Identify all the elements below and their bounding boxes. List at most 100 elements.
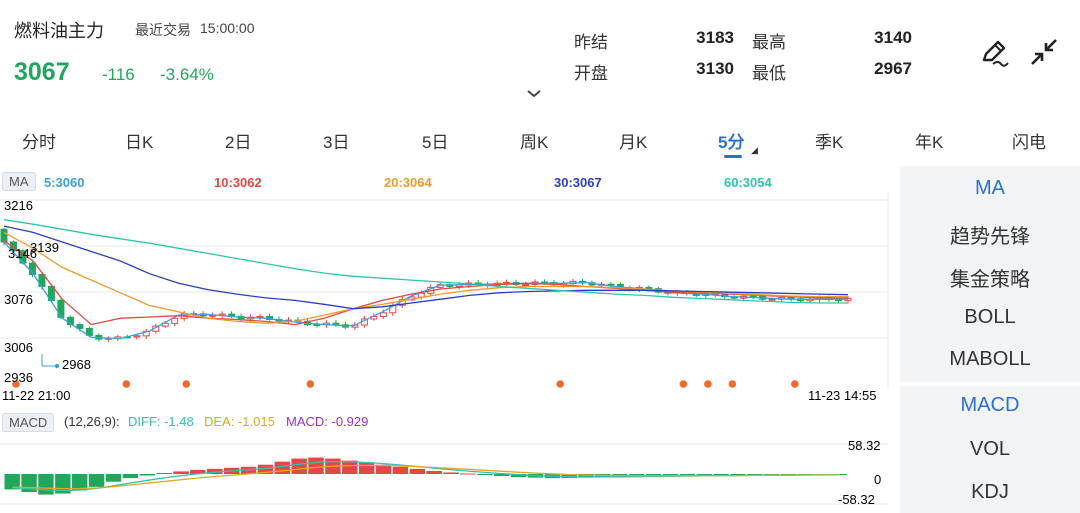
tab-quarterly-k[interactable]: 季K — [815, 133, 844, 152]
tab-2-day[interactable]: 2日 — [225, 133, 252, 152]
high-mark-label: 3139 — [30, 240, 59, 255]
macd-bar — [156, 472, 172, 474]
candle-body — [522, 283, 530, 286]
macd-bar — [713, 474, 729, 476]
macd-bar — [561, 474, 577, 479]
ma-line-60 — [3, 219, 848, 304]
tab-5-day[interactable]: 5日 — [422, 133, 449, 152]
indicator-kdj[interactable]: KDJ — [971, 481, 1009, 503]
candle-body — [47, 285, 55, 301]
macd-bar — [764, 474, 780, 476]
active-tab-indicator — [724, 155, 742, 158]
price-axis-top: 3216 — [4, 198, 33, 213]
ma-line-30 — [3, 225, 849, 310]
macd-bar — [662, 474, 679, 477]
candle-body — [768, 298, 776, 301]
macd-bar — [358, 462, 375, 474]
contract-title: 燃料油主力 — [14, 21, 104, 41]
signal-dots — [12, 380, 799, 388]
macd-bar — [730, 474, 746, 476]
macd-bar — [72, 474, 88, 491]
price-change-percent: -3.64% — [160, 65, 214, 84]
macd-bar — [696, 474, 712, 476]
indicator-boll[interactable]: BOLL — [964, 306, 1016, 328]
macd-bar — [426, 470, 442, 474]
candle-body — [645, 286, 653, 290]
signal-dot — [556, 380, 564, 388]
macd-bar — [207, 468, 223, 474]
price-axis-mid: 3076 — [4, 292, 33, 307]
price-change: -116 — [102, 65, 135, 84]
last-price: 3067 — [14, 58, 70, 86]
macd-value: MACD: -0.929 — [286, 414, 369, 429]
caret-icon[interactable]: ◢ — [751, 145, 758, 155]
signal-dot — [122, 380, 131, 388]
tab-5-min[interactable]: 5分 — [718, 133, 745, 152]
macd-bar — [308, 457, 324, 474]
chevron-down-icon[interactable] — [526, 86, 542, 102]
ma20-value: 20:3064 — [384, 175, 432, 190]
macd-bar — [291, 458, 307, 474]
macd-bar — [392, 466, 409, 474]
signal-dot — [704, 380, 712, 388]
indicator-vol[interactable]: VOL — [969, 438, 1011, 460]
macd-bar — [240, 466, 257, 474]
indicator-ma[interactable]: MA — [975, 177, 1005, 199]
macd-lines — [12, 460, 840, 492]
tab-flash[interactable]: 闪电 — [1012, 133, 1046, 152]
indicator-fund-strategy[interactable]: 集金策略 — [950, 269, 1030, 291]
price-chart[interactable]: 3216 3076 3006 2936 3139 3146 2968 11-22… — [0, 192, 900, 402]
prev-settle-value: 3183 — [696, 28, 734, 47]
open-label: 开盘 — [574, 64, 608, 83]
macd-bar — [190, 469, 206, 474]
low-mark-dot — [54, 363, 60, 369]
tab-yearly-k[interactable]: 年K — [915, 133, 944, 152]
macd-bar — [173, 471, 189, 474]
macd-chart[interactable]: 58.32 0 -58.32 — [0, 436, 900, 513]
macd-bar — [460, 473, 476, 475]
recent-trade-label: 最近交易 — [135, 22, 191, 38]
time-axis-end: 11-23 14:55 — [808, 388, 876, 402]
ma5-value: 5:3060 — [44, 175, 85, 190]
indicator-panel-divider — [900, 382, 1080, 386]
recent-trade-time: 15:00:00 — [200, 20, 255, 36]
candle-body — [607, 283, 615, 286]
macd-dea: DEA: -1.015 — [204, 414, 275, 429]
price-grid — [0, 192, 889, 388]
ma-badge[interactable]: MA — [2, 172, 36, 191]
left-mark-label: 3146 — [8, 246, 37, 261]
macd-bar — [679, 474, 696, 477]
macd-bar — [342, 460, 358, 474]
collapse-icon[interactable] — [1028, 36, 1060, 68]
macd-bar — [747, 474, 763, 476]
macd-bar — [375, 464, 392, 474]
macd-params: (12,26,9): — [64, 414, 120, 429]
macd-axis-bottom: -58.32 — [838, 492, 875, 507]
tab-timeshare[interactable]: 分时 — [22, 133, 56, 152]
macd-dea-line — [12, 464, 840, 490]
tab-weekly-k[interactable]: 周K — [520, 133, 549, 152]
pen-icon[interactable] — [978, 36, 1010, 68]
macd-bar — [494, 474, 510, 477]
macd-badge[interactable]: MACD — [2, 413, 55, 432]
tab-3-day[interactable]: 3日 — [323, 133, 350, 152]
ma30-value: 30:3067 — [554, 175, 602, 190]
tab-daily-k[interactable]: 日K — [125, 133, 154, 152]
candle-body — [133, 335, 141, 338]
indicator-macd[interactable]: MACD — [960, 394, 1020, 416]
ma-line-20 — [3, 231, 848, 324]
macd-bar — [409, 468, 425, 474]
macd-diff: DIFF: -1.48 — [128, 414, 194, 429]
low-mark-label: 2968 — [62, 357, 91, 372]
ma-line-10 — [3, 240, 848, 326]
tab-monthly-k[interactable]: 月K — [619, 133, 648, 152]
signal-dot — [182, 380, 191, 388]
signal-dot — [306, 380, 315, 388]
high-value: 3140 — [874, 28, 912, 47]
signal-dot — [791, 380, 799, 388]
indicator-maboll[interactable]: MABOLL — [949, 348, 1031, 370]
signal-dot — [728, 380, 737, 388]
candle-body — [379, 312, 387, 317]
indicator-trend-pioneer[interactable]: 趋势先锋 — [950, 226, 1030, 248]
macd-axis-top: 58.32 — [848, 438, 881, 453]
